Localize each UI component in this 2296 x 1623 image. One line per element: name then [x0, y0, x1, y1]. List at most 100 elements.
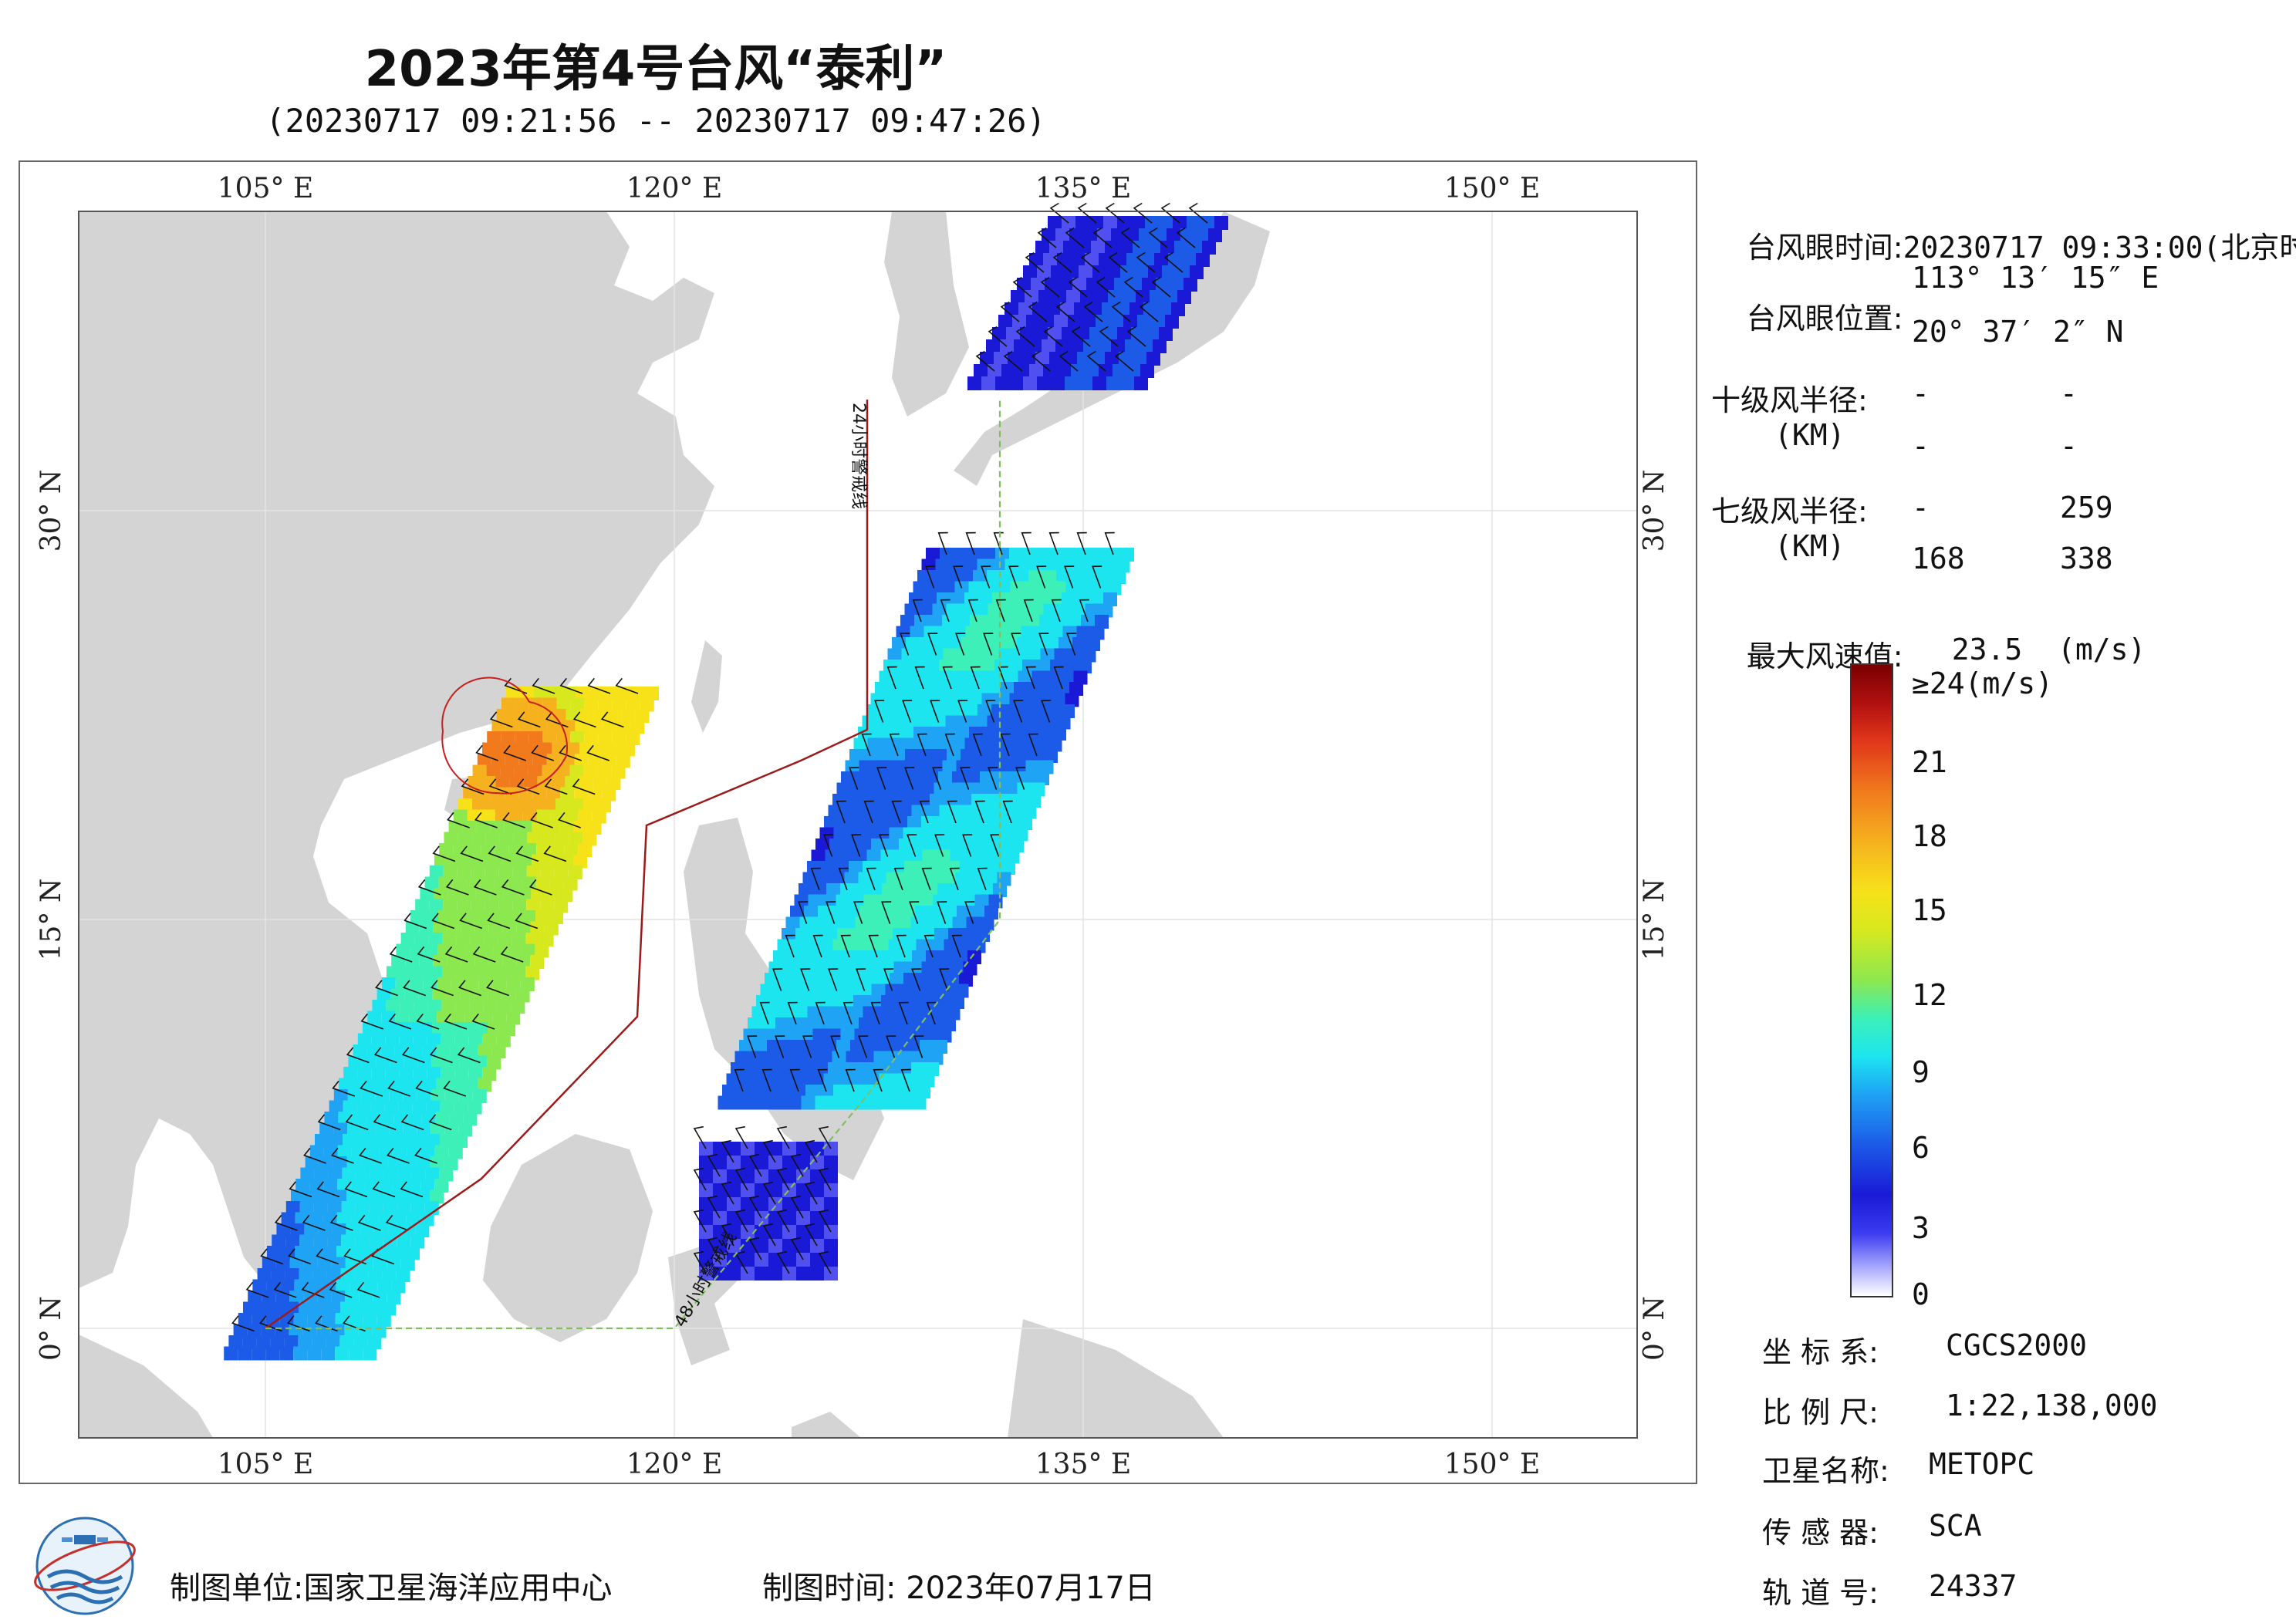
- wind-barb: [1053, 666, 1064, 690]
- wind-cell: [1039, 615, 1053, 629]
- wind-cell: [842, 1095, 857, 1110]
- wind-cell: [890, 715, 904, 730]
- wind-cell: [902, 939, 917, 953]
- wind-cell: [768, 1142, 782, 1156]
- wind-cell: [876, 861, 890, 875]
- wind-cell: [1065, 376, 1079, 390]
- wind-cell: [438, 910, 452, 924]
- wind-barb: [400, 1114, 424, 1131]
- wind-cell: [881, 737, 896, 752]
- wind-barb: [1015, 326, 1035, 347]
- wind-barb: [375, 980, 398, 997]
- wind-cell: [485, 832, 500, 846]
- wind-cell: [967, 950, 981, 964]
- eye-position-label: 台风眼位置:: [1746, 302, 1903, 336]
- wind-cell: [787, 1095, 802, 1110]
- wind-barb: [1041, 700, 1052, 723]
- wind-cell: [312, 1335, 326, 1349]
- wind-cell: [843, 838, 857, 852]
- wind-cell: [974, 894, 989, 909]
- wind-cell: [765, 1006, 780, 1021]
- wind-cell: [443, 899, 458, 913]
- wind-cell: [1100, 278, 1114, 292]
- wind-cell: [755, 1156, 768, 1169]
- wind-barb: [1108, 251, 1128, 273]
- wind-cell: [1001, 570, 1015, 584]
- wind-cell: [407, 1112, 422, 1125]
- wind-cell: [369, 1201, 383, 1215]
- wind-cell: [242, 1335, 257, 1349]
- wind-cell: [846, 906, 859, 919]
- wind-cell: [370, 1134, 384, 1148]
- wind-cell: [1085, 364, 1099, 378]
- wind-barb: [531, 744, 555, 761]
- wind-cell: [1037, 548, 1051, 562]
- r10-value-2: -: [2060, 376, 2078, 410]
- wind-cell: [902, 794, 916, 808]
- wind-cell: [471, 832, 486, 846]
- wind-cell: [818, 1051, 832, 1065]
- wind-barb: [1048, 531, 1059, 555]
- wind-cell: [945, 973, 959, 987]
- wind-cell: [924, 771, 938, 785]
- wind-cell: [597, 764, 612, 779]
- wind-cell: [968, 838, 982, 852]
- wind-cell: [913, 872, 928, 886]
- wind-cell: [1021, 352, 1035, 366]
- wind-cell: [584, 697, 599, 712]
- wind-barb: [458, 980, 481, 997]
- wind-cell: [1142, 278, 1156, 292]
- wind-cell: [243, 1301, 257, 1316]
- wind-cell: [1011, 615, 1025, 629]
- wind-cell: [295, 1246, 309, 1260]
- wind-barb: [998, 666, 1008, 690]
- lat-label-right-0: 0° N: [1639, 1296, 1670, 1361]
- wind-barb: [957, 700, 968, 723]
- wind-cell: [1076, 626, 1091, 640]
- wind-cell: [450, 1078, 464, 1092]
- wind-cell: [861, 1085, 875, 1098]
- wind-cell: [828, 805, 842, 819]
- wind-cell: [911, 1062, 925, 1076]
- lon-label-top-105: 105° E: [218, 173, 313, 204]
- wind-cell: [587, 821, 602, 835]
- wind-barb: [360, 1013, 384, 1030]
- wind-cell: [454, 1067, 469, 1081]
- wind-barb: [896, 934, 907, 958]
- wind-cell: [299, 1234, 314, 1249]
- wind-cell: [321, 1346, 336, 1361]
- wind-cell: [894, 704, 908, 718]
- wind-cell: [616, 754, 630, 768]
- wind-barb: [990, 834, 1001, 857]
- wind-cell: [1023, 376, 1037, 390]
- wind-cell: [1062, 327, 1075, 341]
- wind-cell: [569, 798, 583, 812]
- wind-cell: [713, 1239, 727, 1253]
- wind-cell: [382, 1301, 396, 1316]
- wind-cell: [798, 995, 812, 1009]
- wind-barb: [515, 913, 539, 930]
- wind-cell: [598, 731, 613, 745]
- wind-cell: [859, 906, 873, 919]
- wind-barb: [734, 1125, 748, 1149]
- wind-cell: [285, 1234, 300, 1249]
- wind-cell: [699, 1156, 713, 1169]
- wind-cell: [1059, 278, 1072, 292]
- wind-cell: [861, 827, 876, 842]
- wind-barb: [444, 946, 468, 963]
- wind-cell: [940, 950, 954, 964]
- wind-barb: [762, 1223, 776, 1247]
- wind-cell: [883, 805, 898, 819]
- wind-cell: [1001, 715, 1015, 730]
- wind-cell: [336, 1279, 350, 1294]
- wind-cell: [962, 928, 976, 942]
- wind-barb: [488, 845, 512, 862]
- wind-barb: [615, 677, 639, 694]
- wind-cell: [435, 1112, 450, 1125]
- wind-cell: [880, 704, 894, 718]
- lon-label-top-135: 135° E: [1035, 173, 1131, 204]
- wind-cell: [796, 1267, 810, 1281]
- wind-cell: [973, 715, 988, 730]
- wind-barb: [1188, 202, 1208, 224]
- wind-cell: [501, 731, 515, 745]
